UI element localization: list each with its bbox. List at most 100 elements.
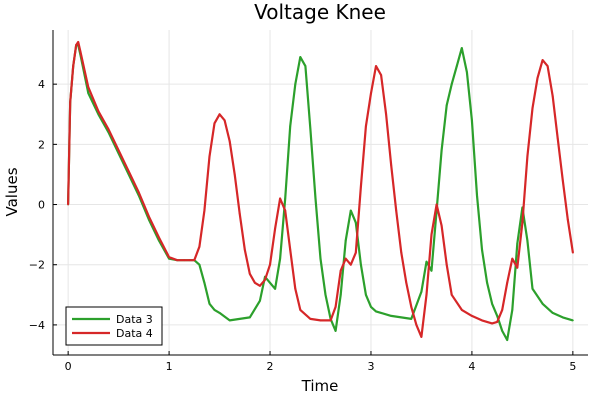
data-point <box>137 191 140 194</box>
data-point <box>274 227 276 230</box>
data-point <box>455 65 458 67</box>
x-ticks: 0 1 2 3 4 5 <box>65 351 576 373</box>
data-point <box>233 173 236 176</box>
y-ticks: −4 −2 0 2 4 <box>29 78 57 332</box>
data-point <box>264 278 266 281</box>
legend-label: Data 3 <box>116 313 153 326</box>
y-tick-label: −4 <box>29 319 45 332</box>
data-point <box>450 83 453 86</box>
data-point <box>289 125 292 128</box>
data-point <box>223 119 226 122</box>
y-tick-label: 2 <box>38 138 45 151</box>
data-point <box>380 312 382 314</box>
series-line-2 <box>67 40 574 338</box>
data-point <box>339 269 342 272</box>
data-point <box>486 281 488 284</box>
data-point <box>466 71 468 73</box>
data-point <box>430 233 433 236</box>
data-point <box>365 125 367 128</box>
data-point <box>344 257 347 260</box>
data-point <box>440 224 443 227</box>
data-point <box>526 155 529 158</box>
data-point <box>400 316 403 319</box>
x-tick-label: 1 <box>166 360 173 373</box>
data-point <box>208 302 211 305</box>
data-point <box>198 263 201 266</box>
data-point <box>390 164 393 167</box>
data-point <box>279 197 281 200</box>
data-point <box>561 179 564 182</box>
data-point <box>460 309 463 311</box>
data-point <box>87 86 90 89</box>
data-point <box>77 41 80 43</box>
data-point <box>329 319 332 322</box>
data-point <box>541 59 544 61</box>
data-point <box>572 251 574 254</box>
data-point <box>228 319 231 322</box>
y-tick-label: 4 <box>38 78 45 91</box>
data-point <box>546 65 549 67</box>
plot-series <box>67 40 574 342</box>
data-point <box>360 185 362 188</box>
data-point <box>254 281 256 284</box>
data-point <box>269 263 271 266</box>
data-point <box>158 236 160 239</box>
legend-label: Data 4 <box>116 327 153 340</box>
data-point <box>471 119 473 122</box>
data-point <box>435 203 438 206</box>
data-point <box>198 245 201 248</box>
data-point <box>511 309 514 311</box>
data-point <box>375 310 377 313</box>
data-point <box>69 101 72 104</box>
data-point <box>420 290 423 293</box>
data-point <box>299 56 302 58</box>
data-point <box>445 263 448 266</box>
chart-title: Voltage Knee <box>254 0 386 24</box>
data-point <box>516 266 519 269</box>
data-point <box>203 281 206 284</box>
data-point <box>354 221 357 224</box>
data-point <box>176 259 179 262</box>
data-point <box>67 203 69 206</box>
data-point <box>248 316 251 319</box>
y-tick-label: −2 <box>29 259 45 272</box>
data-point <box>203 209 206 212</box>
data-point <box>380 74 382 76</box>
data-point <box>536 77 539 79</box>
data-point <box>208 155 211 158</box>
data-point <box>365 293 367 296</box>
data-point <box>425 293 428 296</box>
data-point <box>496 315 499 317</box>
data-point <box>541 302 544 305</box>
data-point <box>481 319 483 322</box>
data-point <box>193 259 196 262</box>
data-point <box>218 113 221 116</box>
data-point <box>450 293 453 296</box>
legend-box <box>65 306 163 346</box>
data-point <box>243 248 246 251</box>
data-point <box>238 318 241 320</box>
data-point <box>334 330 337 332</box>
data-point <box>491 302 493 305</box>
data-point <box>561 316 564 319</box>
data-point <box>213 122 216 125</box>
data-point <box>294 287 297 290</box>
data-point <box>319 257 322 260</box>
series-line-1 <box>67 43 574 342</box>
data-point <box>344 239 347 242</box>
x-tick-label: 4 <box>468 360 475 373</box>
data-point <box>259 284 261 287</box>
y-tick-label: 0 <box>38 199 45 212</box>
data-point <box>349 263 352 266</box>
data-point <box>496 321 499 323</box>
x-axis-label: Time <box>301 377 339 395</box>
data-point <box>309 318 312 320</box>
data-point <box>274 287 276 290</box>
data-point <box>148 215 150 218</box>
data-point <box>309 128 312 131</box>
data-point <box>395 209 398 212</box>
data-point <box>284 197 287 200</box>
data-point <box>410 306 413 308</box>
